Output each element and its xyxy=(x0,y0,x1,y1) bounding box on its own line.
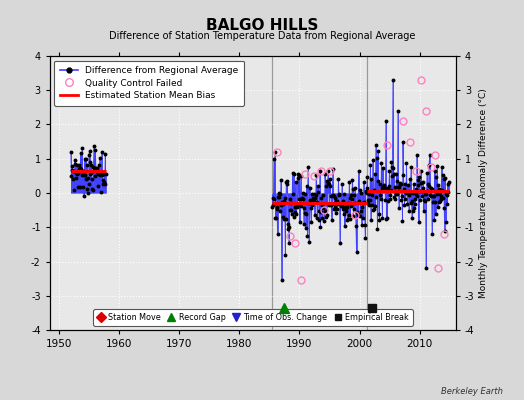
Y-axis label: Monthly Temperature Anomaly Difference (°C): Monthly Temperature Anomaly Difference (… xyxy=(479,88,488,298)
Text: Berkeley Earth: Berkeley Earth xyxy=(441,387,503,396)
Text: BALGO HILLS: BALGO HILLS xyxy=(206,18,318,33)
Text: Difference of Station Temperature Data from Regional Average: Difference of Station Temperature Data f… xyxy=(109,31,415,41)
Legend: Station Move, Record Gap, Time of Obs. Change, Empirical Break: Station Move, Record Gap, Time of Obs. C… xyxy=(93,309,413,326)
